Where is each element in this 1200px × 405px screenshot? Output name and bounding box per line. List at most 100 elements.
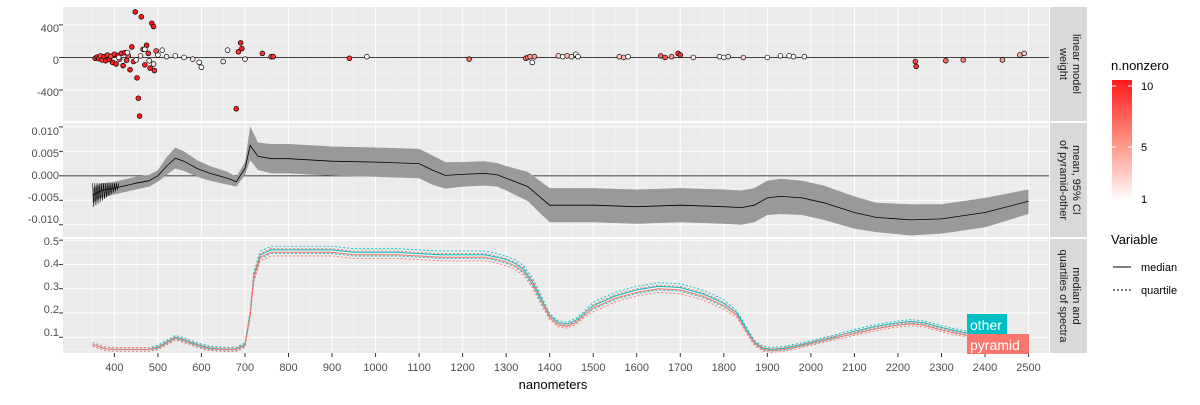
weight-point	[721, 54, 727, 61]
panel-bg	[63, 7, 1049, 121]
weight-point	[142, 62, 148, 68]
y-tick-label: 0.2	[44, 304, 59, 316]
y-tick-label: 0.000	[31, 170, 59, 182]
weight-point	[163, 53, 170, 60]
y-tick-label: 0.005	[31, 148, 59, 160]
panels	[59, 7, 1049, 353]
weight-point	[999, 57, 1006, 63]
weight-point	[113, 61, 119, 67]
x-tick-label: 1900	[755, 362, 779, 374]
weight-point	[132, 9, 139, 15]
linetype-legend-title: Variable	[1111, 232, 1158, 247]
ci-ribbon	[92, 126, 1029, 236]
label-other: other	[970, 317, 1002, 333]
weight-point	[790, 53, 797, 60]
label-pyramid: pyramid	[970, 337, 1020, 353]
weight-point	[346, 55, 353, 62]
linetype-legend: Variable median quartile	[1111, 232, 1177, 297]
weight-point	[270, 53, 277, 60]
weight-point	[233, 106, 240, 112]
y-tick-label: 0.3	[44, 281, 59, 293]
weight-point	[147, 65, 153, 71]
weight-point	[123, 57, 130, 64]
weight-point	[777, 53, 784, 59]
y-tick-label: 0.4	[44, 258, 59, 270]
x-axis-ticks: 400 500 600 700 800 900 1000 1100 1200 1300 1400 15…	[105, 353, 1041, 374]
weight-point	[620, 54, 627, 61]
weight-point	[196, 59, 203, 66]
weight-point	[133, 57, 139, 63]
x-tick-label: 2300	[929, 362, 953, 374]
x-tick-label: 800	[279, 362, 297, 374]
weight-point	[725, 53, 731, 60]
x-tick-label: 2100	[842, 362, 866, 374]
mean-line	[92, 144, 1029, 221]
strip-label-spectra-line2: quartiles of spectra	[1057, 250, 1069, 344]
weight-point	[235, 49, 242, 55]
label-pyramid-box	[967, 334, 1029, 354]
weight-point	[662, 54, 668, 61]
y-tick-label: 0.5	[44, 236, 59, 248]
color-bar	[1112, 80, 1132, 201]
weight-point	[625, 53, 631, 60]
panel-bg	[63, 239, 1049, 353]
weight-point	[786, 53, 792, 59]
weight-point	[220, 58, 226, 65]
x-tick-label: 2200	[886, 362, 910, 374]
weight-point	[716, 53, 723, 60]
strip-bg-spectra	[1050, 239, 1087, 353]
weight-point	[150, 23, 157, 30]
color-legend: n.nonzero 10 5 1	[1111, 58, 1169, 206]
weight-point	[138, 14, 145, 20]
weight-point	[150, 61, 157, 67]
x-tick-label: 1700	[668, 362, 692, 374]
weight-point	[575, 53, 581, 60]
y-tick-label: 0.010	[31, 126, 59, 138]
y-tick-label: -400	[37, 87, 59, 99]
weight-point	[136, 113, 143, 119]
weight-point	[151, 67, 158, 74]
strip-label-ci-line2: of pyramid-other	[1057, 140, 1069, 220]
x-tick-label: 1400	[537, 362, 561, 374]
weight-point	[237, 40, 244, 46]
weight-point	[616, 53, 623, 60]
strip-bg-ci	[1050, 123, 1087, 237]
weight-point	[912, 58, 919, 65]
weight-point	[198, 64, 205, 71]
weight-point	[146, 57, 152, 64]
legend-label-median: median	[1141, 262, 1177, 274]
weight-point	[124, 49, 131, 56]
x-tick-label: 1500	[581, 362, 605, 374]
strip-bg-weight	[1050, 7, 1087, 121]
strip-label-ci-line1: mean, 95% CI	[1070, 145, 1082, 215]
strip-label-spectra-line1: median and	[1070, 267, 1082, 325]
weight-point	[159, 47, 166, 53]
median-line-pyramid	[92, 251, 1029, 352]
weight-point	[155, 52, 161, 58]
y-tick-label: 400	[41, 23, 59, 35]
weight-point	[801, 53, 808, 60]
x-tick-label: 400	[105, 362, 123, 374]
y-tick-label: 0.1	[44, 327, 59, 339]
weight-point	[466, 56, 472, 62]
weight-point	[224, 47, 231, 53]
weight-point	[364, 53, 370, 60]
weight-point	[690, 54, 697, 61]
strip-label-weight-line1: linear model	[1070, 34, 1082, 94]
x-tick-label: 600	[192, 362, 210, 374]
weight-point	[181, 54, 187, 61]
color-legend-label: 10	[1141, 81, 1153, 93]
weight-point	[120, 62, 126, 69]
quartile-line-other	[92, 245, 1029, 348]
weight-point	[740, 54, 747, 61]
strips: linear model weight mean, 95% CI of pyra…	[1050, 7, 1087, 353]
quartile-line-other	[92, 253, 1029, 352]
x-tick-label: 2400	[973, 362, 997, 374]
color-legend-label: 5	[1141, 142, 1147, 154]
weight-point	[239, 45, 245, 52]
x-tick-label: 700	[236, 362, 254, 374]
weight-point	[529, 59, 536, 66]
direct-labels: other pyramid	[967, 314, 1029, 354]
weight-point	[129, 44, 135, 50]
